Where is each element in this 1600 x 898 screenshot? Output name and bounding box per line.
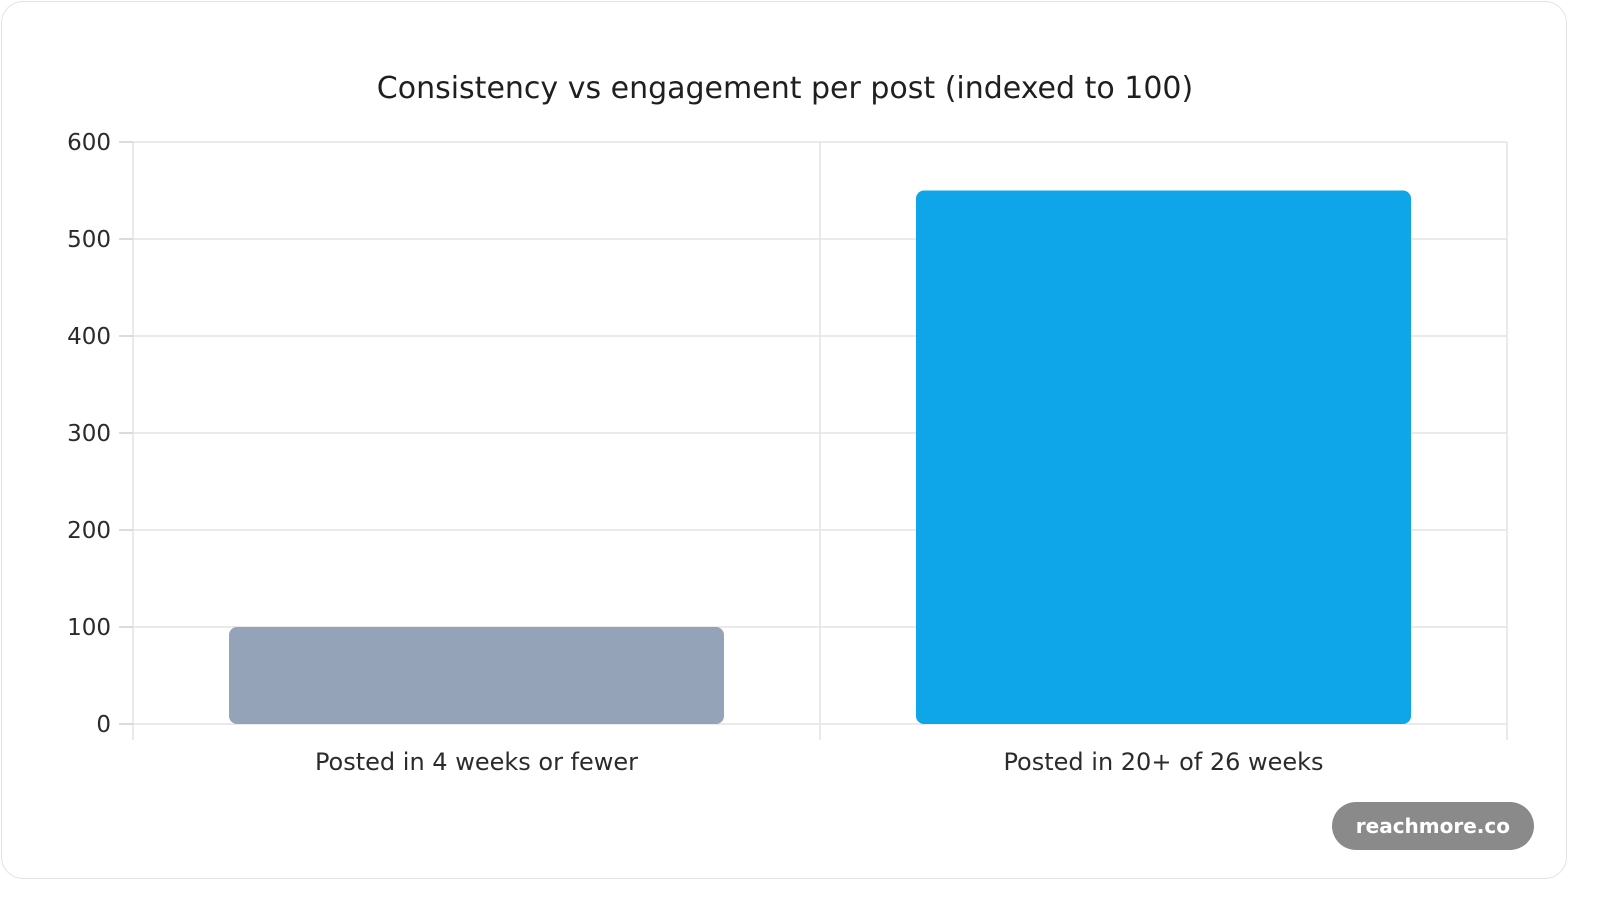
chart-title: Consistency vs engagement per post (inde… [377, 71, 1193, 106]
y-tick-label: 0 [96, 712, 111, 738]
y-tick-label: 600 [67, 130, 111, 156]
y-tick-label: 100 [67, 615, 111, 641]
y-tick-label: 300 [67, 421, 111, 447]
y-tick-label: 500 [67, 227, 111, 253]
y-tick-label: 400 [67, 324, 111, 350]
y-tick-label: 200 [67, 518, 111, 544]
x-category-label: Posted in 4 weeks or fewer [315, 748, 638, 776]
chart-card: Consistency vs engagement per post (inde… [1, 1, 1567, 879]
bar-1 [229, 627, 724, 724]
axes [119, 141, 133, 725]
watermark-badge: reachmore.co [1331, 802, 1534, 850]
bar-chart: Consistency vs engagement per post (inde… [67, 71, 1508, 776]
x-category-label: Posted in 20+ of 26 weeks [1003, 748, 1323, 776]
bar-2 [916, 190, 1411, 724]
bars [229, 190, 1411, 724]
tick-labels: 0 100 200 300 400 500 600 Posted in 4 weeks or … [67, 130, 1323, 776]
